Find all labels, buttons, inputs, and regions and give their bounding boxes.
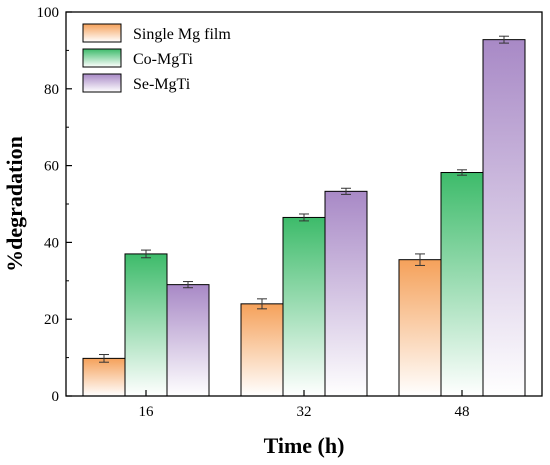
legend-swatch-se-mgti bbox=[82, 73, 122, 93]
axes-layer: 0 20 40 60 80 100 16 32 48 bbox=[37, 5, 470, 420]
bar-se-mgti-32 bbox=[324, 190, 368, 397]
error-bar-co-mgti-48 bbox=[457, 169, 467, 176]
error-bar-se-mgti-32 bbox=[341, 187, 351, 195]
bar-single-mg-film-48 bbox=[398, 259, 442, 397]
x-axis-title: Time (h) bbox=[264, 433, 345, 458]
legend-item-single-mg-film: Single Mg film bbox=[82, 23, 231, 43]
x-tick-label-48: 48 bbox=[455, 404, 470, 420]
error-bar-co-mgti-16 bbox=[141, 249, 151, 259]
bar-single-mg-film-16 bbox=[82, 357, 126, 397]
y-tick-label-20: 20 bbox=[44, 312, 59, 328]
y-tick-label-0: 0 bbox=[52, 389, 60, 405]
bar-se-mgti-48 bbox=[482, 39, 526, 397]
x-tick-label-16: 16 bbox=[139, 404, 155, 420]
legend-item-se-mgti: Se-MgTi bbox=[82, 73, 191, 93]
error-bar-se-mgti-48 bbox=[499, 35, 509, 44]
y-tick-label-40: 40 bbox=[44, 235, 59, 251]
legend-item-co-mgti: Co-MgTi bbox=[82, 48, 193, 68]
legend-label-co-mgti: Co-MgTi bbox=[133, 51, 193, 68]
y-axis-title: %degradation bbox=[2, 136, 27, 272]
bar-co-mgti-48 bbox=[440, 172, 484, 397]
legend-label-se-mgti: Se-MgTi bbox=[133, 76, 191, 93]
bars-layer bbox=[82, 35, 526, 397]
y-tick-label-60: 60 bbox=[44, 159, 59, 175]
legend-swatch-single-mg-film bbox=[82, 23, 122, 43]
bar-co-mgti-32 bbox=[282, 216, 326, 397]
legend: Single Mg film Co-MgTi Se-MgTi bbox=[82, 23, 231, 93]
bar-single-mg-film-32 bbox=[240, 303, 284, 397]
bar-co-mgti-16 bbox=[124, 253, 168, 397]
y-tick-label-80: 80 bbox=[44, 82, 59, 98]
error-bar-single-mg-film-32 bbox=[257, 298, 267, 310]
y-tick-label-100: 100 bbox=[37, 5, 60, 21]
error-bar-co-mgti-32 bbox=[299, 213, 309, 222]
error-bar-single-mg-film-16 bbox=[99, 354, 109, 363]
x-tick-label-32: 32 bbox=[297, 404, 312, 420]
error-bar-se-mgti-16 bbox=[183, 281, 193, 289]
bar-se-mgti-16 bbox=[166, 284, 210, 397]
legend-label-single-mg-film: Single Mg film bbox=[133, 26, 231, 43]
legend-swatch-co-mgti bbox=[82, 48, 122, 68]
error-bar-single-mg-film-48 bbox=[415, 253, 425, 266]
